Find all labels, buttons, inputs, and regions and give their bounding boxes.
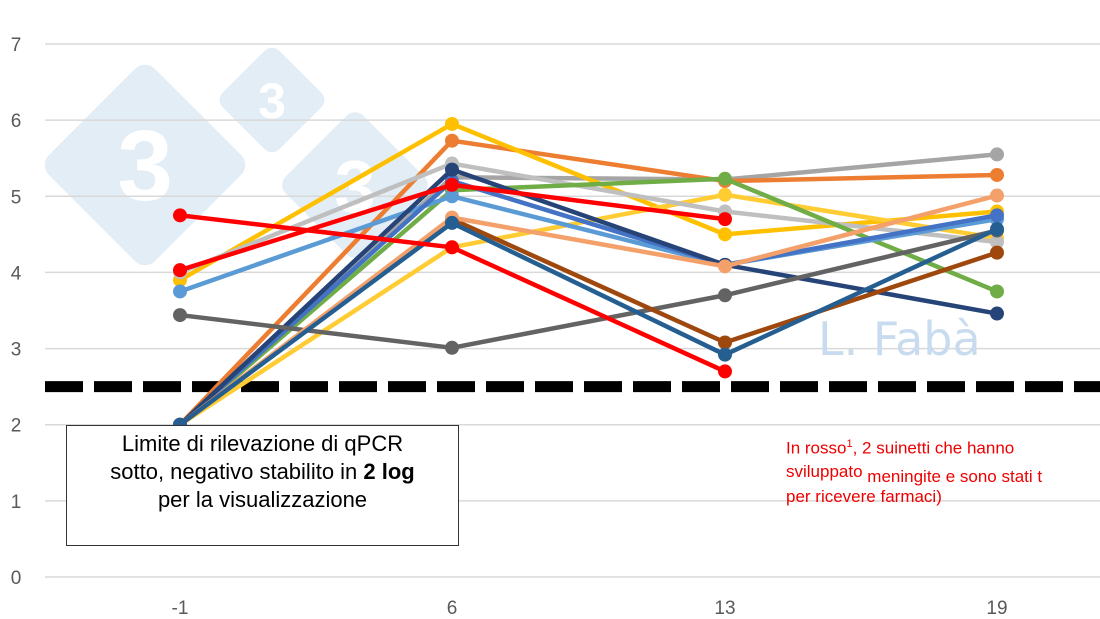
data-point <box>990 222 1004 237</box>
detection-limit-note: Limite di rilevazione di qPCR sotto, neg… <box>66 425 459 546</box>
watermark-logo: 3 3 3 <box>44 47 428 266</box>
y-tick-label: 5 <box>11 187 22 208</box>
data-point <box>990 208 1004 223</box>
note-text: sotto, negativo stabilito in <box>110 459 364 484</box>
x-tick-label: 6 <box>447 598 458 619</box>
x-tick-label: 19 <box>986 598 1007 619</box>
x-tick-label: 13 <box>714 598 735 619</box>
data-point <box>445 340 459 355</box>
data-point <box>718 212 732 227</box>
data-point <box>445 177 459 192</box>
series-line <box>178 167 998 427</box>
x-tick-label: -1 <box>172 598 189 619</box>
note-line: Limite di rilevazione di qPCR <box>121 431 404 456</box>
data-point <box>990 167 1004 182</box>
annot-text: meningite e sono stati t <box>862 466 1043 486</box>
data-point <box>445 133 459 148</box>
data-point <box>990 284 1004 299</box>
series-line <box>178 138 998 427</box>
series-line <box>178 220 998 427</box>
data-point <box>718 187 732 202</box>
note-line: per la visualizzazione <box>157 487 368 512</box>
data-point <box>990 306 1004 321</box>
series-line <box>179 228 998 351</box>
data-point <box>445 189 459 204</box>
y-tick-label: 3 <box>11 340 22 361</box>
data-point <box>445 162 459 177</box>
data-point <box>718 335 732 350</box>
y-tick-label: 1 <box>11 492 22 513</box>
data-point <box>718 288 732 303</box>
data-point <box>990 188 1004 203</box>
data-point <box>990 245 1004 260</box>
data-point <box>445 215 459 230</box>
y-tick-label: 4 <box>11 263 22 284</box>
data-point <box>445 116 459 131</box>
note-bold: 2 log <box>363 459 415 484</box>
data-point <box>718 227 732 242</box>
series-line <box>179 161 998 275</box>
annot-text: sviluppato <box>786 461 863 481</box>
y-tick-label: 7 <box>11 35 22 56</box>
author-watermark: L. Fabà <box>818 312 981 366</box>
note-line: sotto, negativo stabilito in 2 log <box>67 458 458 486</box>
data-point <box>718 364 732 379</box>
data-point <box>718 259 732 274</box>
data-point <box>718 347 732 362</box>
y-tick-label: 6 <box>11 111 22 132</box>
y-tick-label: 2 <box>11 416 22 437</box>
series-line <box>178 121 998 282</box>
annot-text: , 2 suinetti che hanno <box>852 438 1015 458</box>
annot-sup: 1 <box>846 438 853 450</box>
data-point <box>990 234 1004 249</box>
red-annotation: In rosso1, 2 suinetti che hanno sviluppa… <box>786 430 1042 511</box>
data-point <box>173 284 187 299</box>
svg-text:3: 3 <box>117 110 173 222</box>
data-point <box>445 240 459 255</box>
data-point <box>718 171 732 186</box>
series-line <box>178 178 998 427</box>
y-tick-label: 0 <box>11 568 22 589</box>
data-point <box>173 308 187 323</box>
annot-text: In rosso <box>786 438 847 458</box>
annot-text: per ricevere farmaci) <box>786 486 942 506</box>
series-line <box>178 176 998 427</box>
data-point <box>173 263 187 278</box>
data-point <box>173 208 187 223</box>
data-point <box>990 147 1004 162</box>
